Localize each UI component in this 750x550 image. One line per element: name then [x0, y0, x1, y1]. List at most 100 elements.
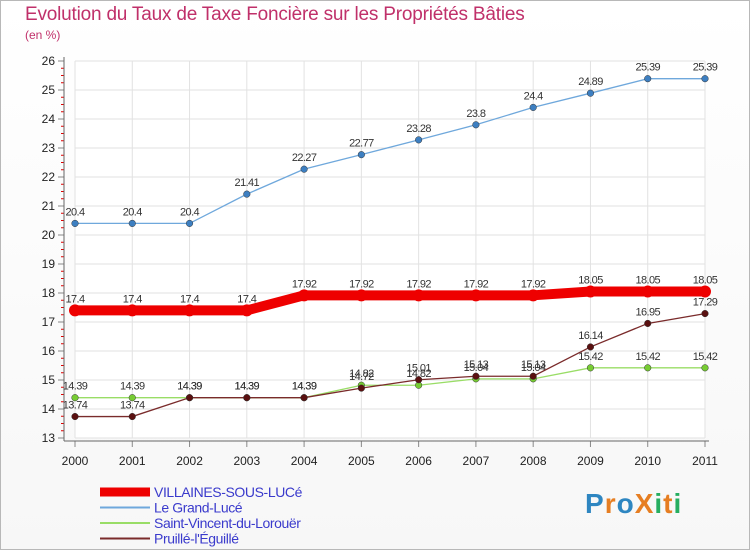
legend-label: Saint-Vincent-du-Lorouër	[154, 515, 301, 531]
data-label: 23.8	[466, 108, 485, 120]
data-point	[415, 376, 423, 384]
data-point	[300, 394, 308, 402]
data-label: 17.92	[349, 278, 374, 290]
data-point	[584, 285, 597, 298]
data-label: 14.72	[349, 371, 374, 383]
y-tick-label: 16	[42, 344, 56, 358]
data-point	[472, 372, 480, 380]
data-label: 14.39	[292, 381, 317, 393]
data-label: 14.39	[177, 381, 202, 393]
data-point	[128, 394, 136, 402]
plot-area	[75, 61, 705, 438]
data-point	[415, 136, 423, 144]
data-point	[644, 364, 652, 372]
series-line	[70, 286, 710, 316]
data-point	[128, 219, 136, 227]
logo-letter: P	[585, 488, 605, 519]
data-label: 24.89	[578, 76, 603, 88]
x-tick-label: 2000	[62, 454, 89, 468]
data-label: 14.82	[406, 368, 431, 380]
data-label: 17.29	[693, 297, 718, 309]
data-label: 14.39	[292, 381, 317, 393]
logo-letter: o	[616, 488, 635, 519]
data-point	[71, 219, 79, 227]
x-tick-label: 2002	[176, 454, 203, 468]
data-point	[527, 289, 540, 302]
data-point	[586, 343, 595, 351]
data-point	[644, 75, 652, 83]
data-label: 25.39	[635, 62, 660, 74]
y-tick-label: 22	[42, 170, 56, 184]
data-label: 14.39	[235, 381, 260, 393]
data-label: 22.77	[349, 138, 374, 150]
y-axis-unit: (en %)	[25, 28, 61, 42]
axes: 13 14 15 16 17 18 19 20 21 22 23 24 25 26 2000 2001 2002…	[42, 54, 719, 468]
data-label: 20.4	[123, 206, 142, 218]
data-label: 16.95	[635, 306, 660, 318]
data-point	[355, 289, 368, 302]
data-label: 15.04	[521, 362, 546, 374]
data-label: 18.05	[635, 275, 660, 287]
data-label: 17.4	[237, 293, 256, 305]
x-tick-label: 2005	[348, 454, 375, 468]
data-point	[183, 304, 196, 317]
data-point	[469, 289, 482, 302]
y-tick-label: 19	[42, 257, 56, 271]
series-line	[75, 367, 705, 399]
grid	[74, 60, 706, 439]
data-label: 20.4	[180, 206, 199, 218]
x-tick-label: 2006	[405, 454, 432, 468]
data-point	[357, 151, 365, 159]
data-label: 15.13	[464, 359, 489, 371]
data-label: 13.74	[120, 400, 145, 412]
y-tick-label: 25	[42, 83, 56, 97]
y-tick-label: 20	[42, 228, 56, 242]
logo-letter: t	[663, 488, 674, 519]
data-point	[472, 121, 480, 129]
data-point	[126, 304, 139, 317]
data-point	[300, 165, 308, 173]
data-label: 17.92	[292, 278, 317, 290]
series-group: 20.4 20.4 20.4 21.41 22.27 22.77 23.28 23.8 24.4…	[63, 62, 718, 421]
data-label: 17.4	[180, 293, 199, 305]
data-label: 17.4	[123, 293, 142, 305]
data-point	[357, 384, 365, 392]
data-point	[644, 319, 652, 328]
data-point	[586, 89, 595, 97]
y-tick-label: 26	[42, 54, 56, 68]
data-label: 14.39	[177, 381, 202, 393]
data-label: 22.27	[292, 152, 317, 164]
y-tick-label: 21	[42, 199, 56, 213]
y-tick-label: 23	[42, 141, 56, 155]
data-point	[243, 394, 251, 402]
data-label: 14.39	[120, 381, 145, 393]
data-label: 15.42	[578, 351, 603, 363]
logo-letter: i	[654, 488, 664, 519]
data-point	[71, 412, 79, 421]
data-label: 17.92	[406, 278, 431, 290]
data-label: 23.28	[406, 123, 431, 135]
x-tick-label: 2011	[692, 454, 718, 468]
data-label: 13.74	[63, 400, 88, 412]
data-label: 24.4	[524, 90, 543, 102]
data-label: 17.92	[464, 278, 489, 290]
logo-letter: r	[604, 488, 617, 519]
series-2: 14.39 14.39 14.39 14.39 14.39 14.82 14.82 15.04…	[63, 351, 718, 402]
data-label: 25.39	[693, 62, 718, 74]
data-label: 16.14	[578, 330, 603, 342]
chart-title: Evolution du Taux de Taxe Foncière sur l…	[25, 4, 525, 25]
data-label: 17.4	[65, 293, 84, 305]
data-label: 15.04	[464, 362, 489, 374]
series-3: 13.74 13.74 14.39 14.39 14.39 14.72 15.01 15.13…	[63, 297, 718, 421]
data-label: 15.42	[635, 351, 660, 363]
data-label: 14.39	[63, 381, 88, 393]
data-point	[185, 219, 194, 227]
series-1: 20.4 20.4 20.4 21.41 22.27 22.77 23.28 23.8 24.4…	[65, 62, 718, 227]
y-tick-label: 17	[42, 315, 56, 329]
x-tick-label: 2010	[634, 454, 661, 468]
data-label: 14.39	[235, 381, 260, 393]
y-tick-label: 15	[42, 373, 56, 387]
legend-label: VILLAINES-SOUS-LUCé	[154, 484, 303, 500]
legend-label: Pruillé-l'Éguillé	[154, 531, 239, 547]
